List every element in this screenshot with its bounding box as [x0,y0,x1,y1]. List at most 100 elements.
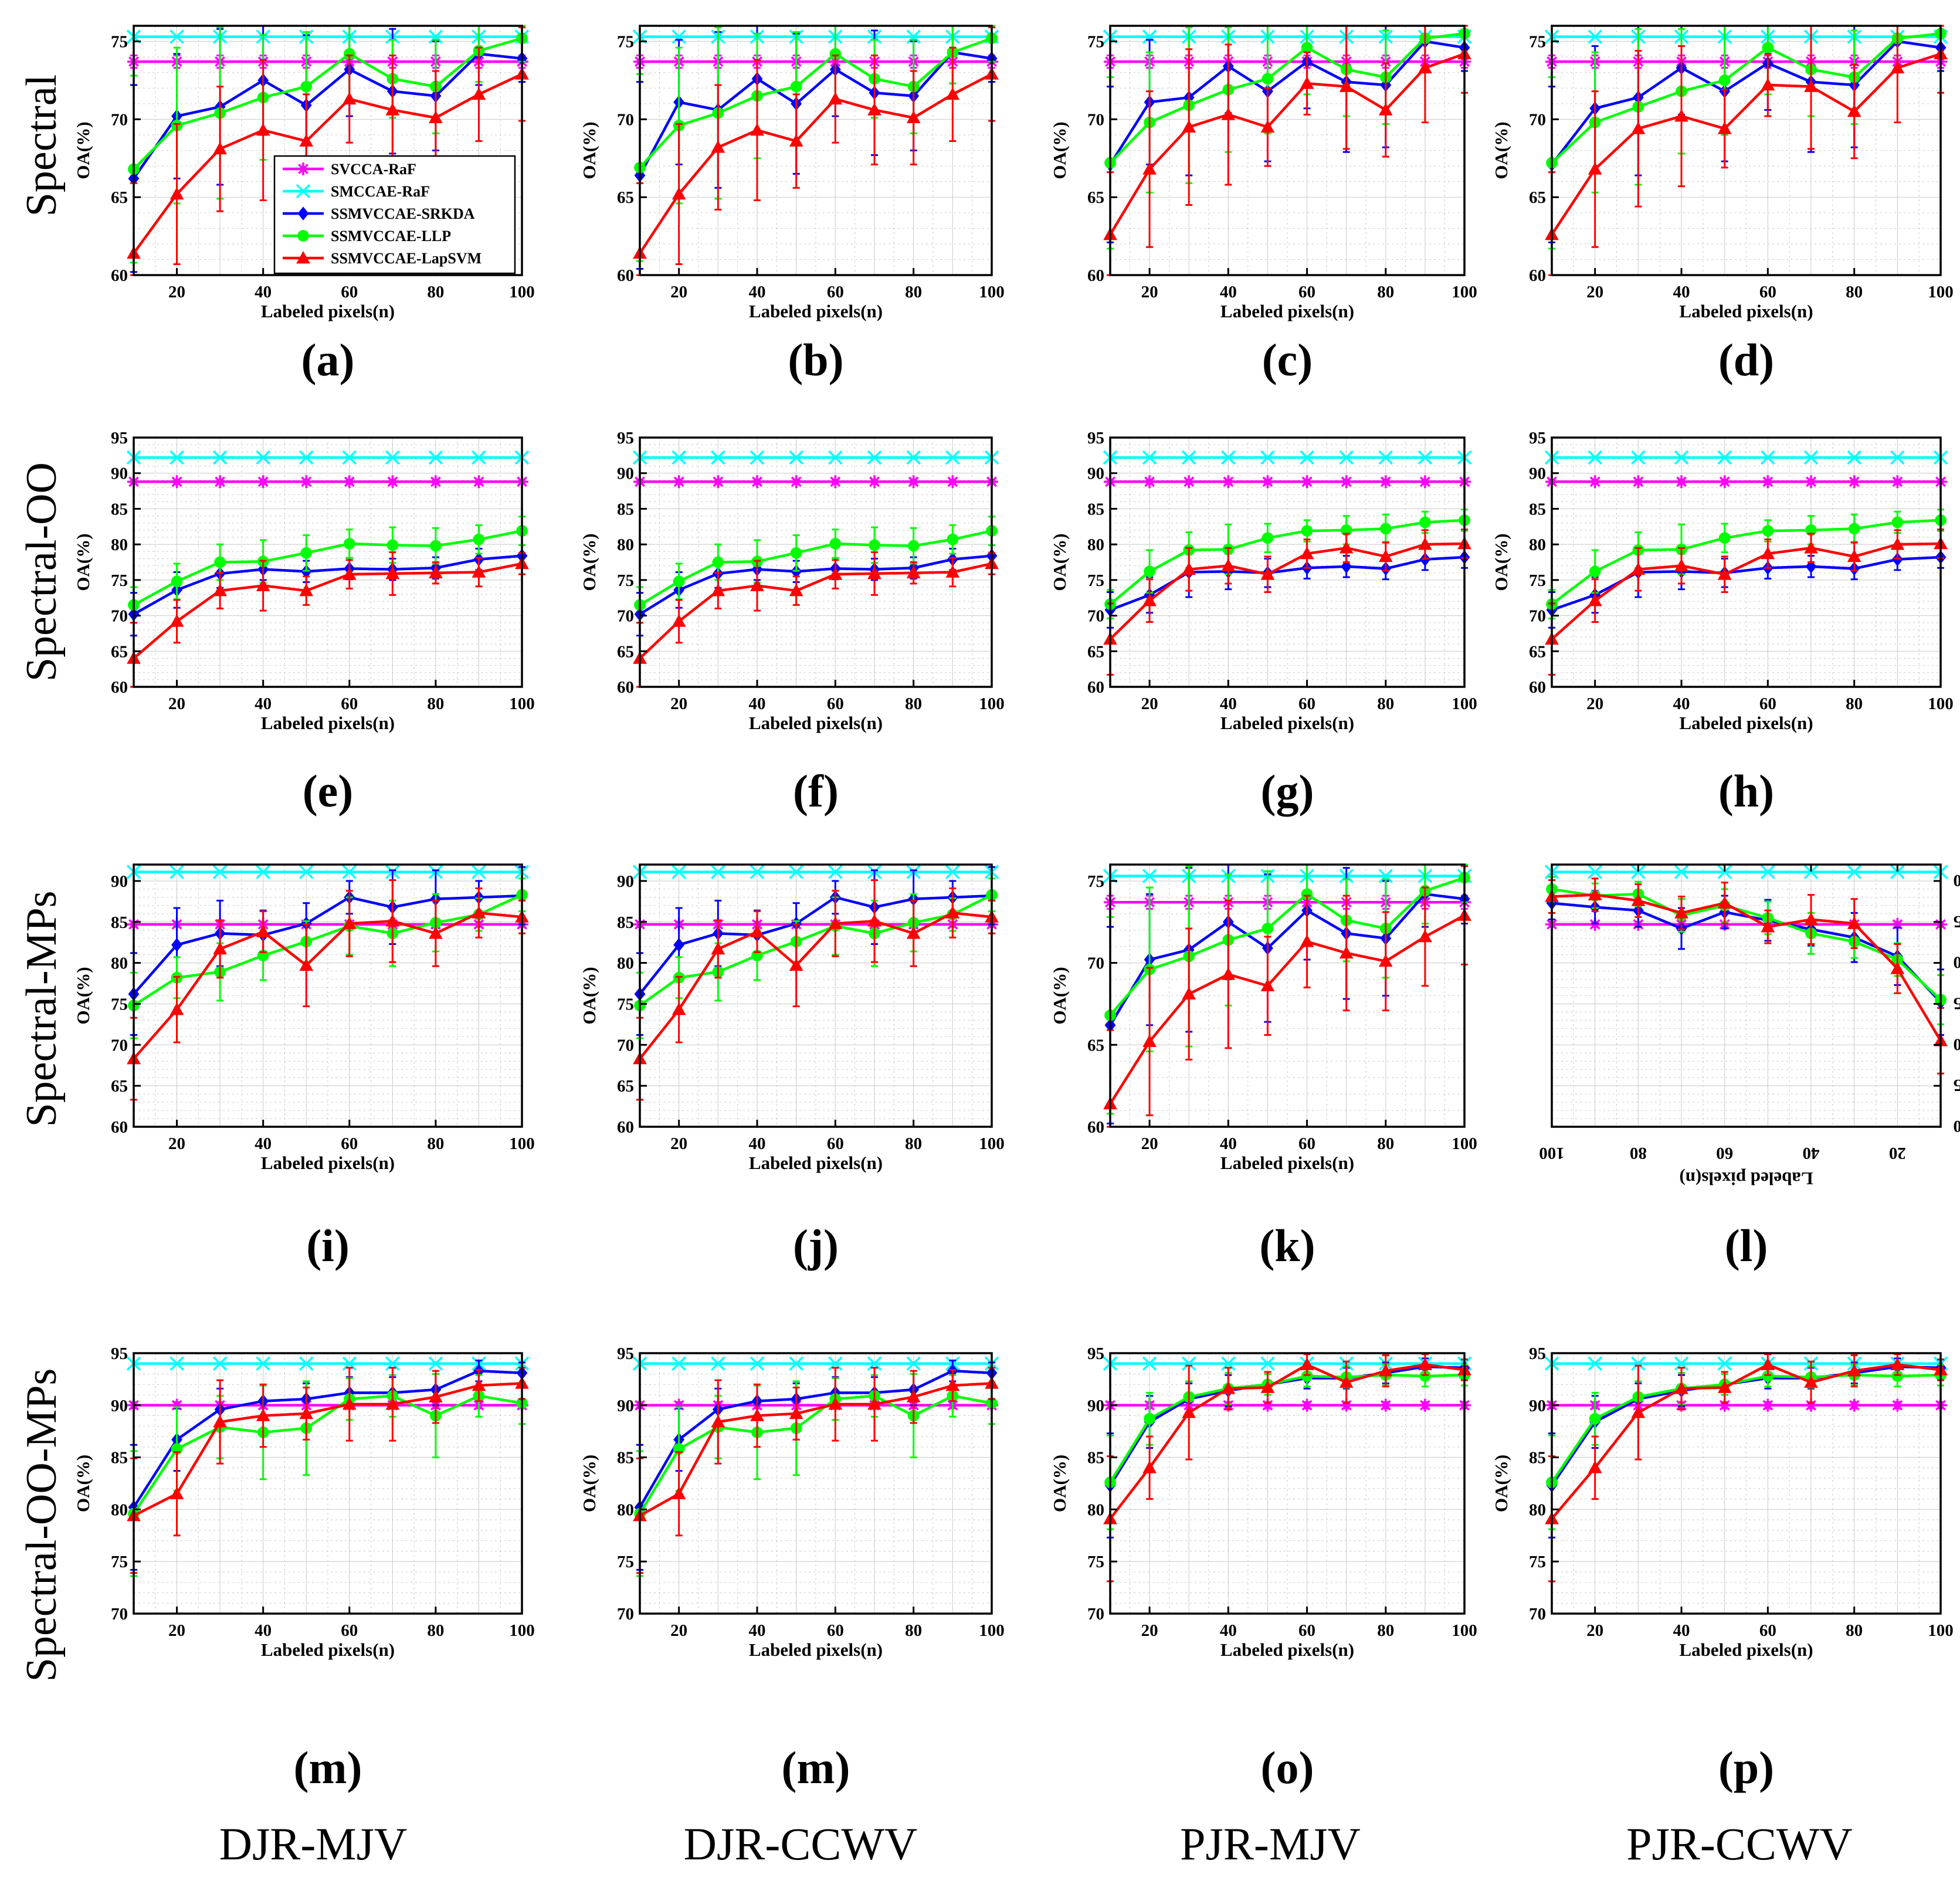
data-point [1300,546,1314,560]
subplot-l: 60 65 70 75 80 85 90 20 40 60 80 100 Labeled pixels(… [1539,863,1960,1271]
x-tick-label: 60 [1298,694,1315,713]
y-tick-label: 70 [1529,110,1546,129]
data-point [906,110,921,124]
x-tick-label: 40 [255,694,272,713]
data-point [1588,450,1602,465]
y-tick-label: 65 [1087,642,1104,661]
data-point [828,92,843,105]
data-point [1378,954,1393,967]
subplot-letter: (m) [294,1742,362,1793]
data-point [1418,929,1432,943]
series-line [639,50,992,177]
data-point [1890,537,1905,550]
series-line [1109,876,1465,1016]
x-tick-label: 80 [1377,1134,1394,1153]
y-tick-label: 90 [111,1397,128,1415]
y-tick-label: 90 [1529,1397,1546,1415]
series-line [639,554,992,616]
subplot-letter: (a) [301,334,355,385]
x-tick-label: 20 [1586,694,1603,713]
y-tick-label: 95 [111,1344,128,1363]
data-point [750,924,764,937]
data-point [1761,865,1775,879]
data-point [1761,1398,1775,1412]
data-point [1631,121,1646,134]
plot-frame [639,1352,993,1615]
data-point [342,865,357,879]
data-point [169,865,184,879]
data-point [256,1408,270,1421]
data-point [711,584,725,597]
data-point [300,547,313,559]
data-point [1674,109,1688,122]
data-point [1418,1357,1432,1370]
subplot-letter: (p) [1718,1742,1774,1793]
x-tick-label: 80 [1846,694,1863,713]
data-point [1261,475,1274,489]
y-axis-label: OA(%) [1049,533,1070,591]
data-point [867,914,881,927]
subplot-p: 70 75 80 85 90 95 20 40 60 80 100 Labeled pixels(n)… [1491,1344,1954,1793]
data-point [1340,1398,1353,1412]
x-tick-label: 40 [1803,1144,1820,1163]
data-point [750,450,765,465]
data-point [867,450,882,465]
x-axis-label: Labeled pixels(n) [1220,1153,1354,1173]
data-point [789,475,803,489]
data-point [1761,546,1775,560]
x-tick-label: 20 [670,1134,687,1153]
data-point [1891,516,1904,528]
x-tick-label: 60 [827,1134,844,1153]
data-point [1589,565,1601,578]
series-SMCCAE-RaF [632,450,999,465]
data-point [472,475,486,489]
y-tick-label: 65 [617,642,634,661]
data-point [1144,565,1155,578]
x-tick-label: 60 [341,694,358,713]
data-point [1418,537,1432,550]
subplot-letter: (d) [1718,334,1774,385]
data-point [256,578,270,591]
x-tick-label: 20 [670,283,687,301]
x-tick-label: 80 [427,1621,444,1640]
y-tick-label: 70 [111,1605,128,1624]
data-point [945,450,960,465]
plot-frame [639,25,993,276]
y-tick-label: 75 [1529,1553,1546,1571]
x-tick-label: 40 [749,694,766,713]
data-point [1847,865,1861,879]
data-point [1717,450,1732,465]
data-point [750,1356,765,1371]
legend-label: SVCCA-RaF [331,161,416,178]
data-point [1804,541,1818,554]
data-point [1221,1381,1236,1394]
plot-frame [1551,863,1942,1128]
x-tick-label: 80 [905,1134,922,1153]
y-tick-label: 60 [111,678,128,697]
x-tick-label: 80 [905,283,922,301]
series-line [639,1369,992,1508]
y-axis-label: OA(%) [1491,1455,1511,1512]
data-point [1418,60,1432,74]
data-point [1221,1356,1236,1371]
data-point [1260,450,1275,465]
y-tick-label: 75 [617,995,634,1014]
plot-frame [1551,436,1942,688]
series-SSMVCCAE-LapSVM [1545,528,1948,676]
y-tick-label: 90 [111,872,128,891]
data-point [342,450,357,465]
column-label-3: PJR-CCWV [1626,1818,1853,1869]
plot-frame [1109,25,1466,276]
x-tick-label: 100 [509,1621,535,1640]
y-tick-label: 65 [111,188,128,207]
series-SSMVCCAE-LLP [128,516,528,624]
data-point [1717,865,1732,879]
y-tick-label: 70 [1087,110,1104,129]
data-point [171,575,183,588]
series-line [1551,893,1942,1042]
x-tick-label: 20 [670,694,687,713]
y-tick-label: 90 [617,1397,634,1415]
x-tick-label: 80 [1377,283,1394,301]
